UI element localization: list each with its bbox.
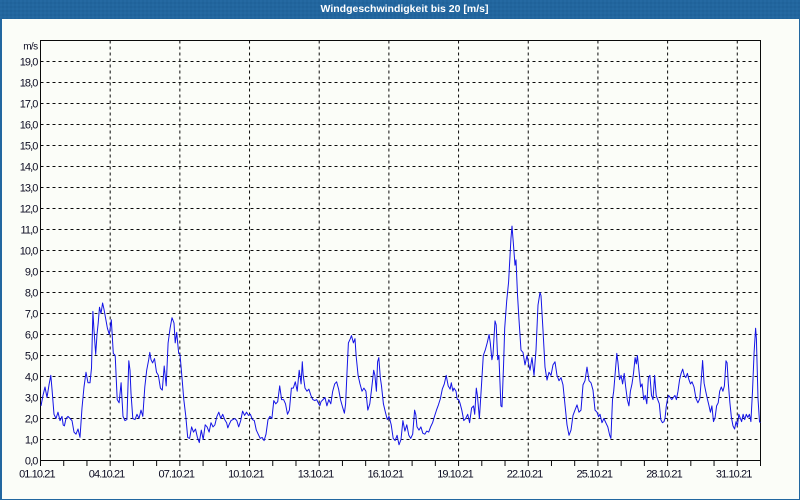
svg-text:19,0: 19,0 bbox=[20, 57, 39, 69]
svg-text:6,0: 6,0 bbox=[25, 330, 38, 342]
svg-text:13,0: 13,0 bbox=[20, 183, 39, 195]
svg-text:5,0: 5,0 bbox=[25, 351, 38, 363]
svg-text:01.10.21: 01.10.21 bbox=[19, 468, 55, 480]
svg-text:10,0: 10,0 bbox=[20, 246, 39, 258]
svg-text:9,0: 9,0 bbox=[25, 267, 38, 279]
svg-text:7,0: 7,0 bbox=[25, 309, 38, 321]
svg-text:0,0: 0,0 bbox=[25, 456, 38, 468]
svg-text:3,0: 3,0 bbox=[25, 393, 38, 405]
svg-text:31.10.21: 31.10.21 bbox=[716, 468, 752, 480]
svg-text:11,0: 11,0 bbox=[21, 225, 39, 237]
svg-text:18,0: 18,0 bbox=[20, 78, 39, 90]
svg-text:28.10.21: 28.10.21 bbox=[646, 468, 682, 480]
svg-text:25.10.21: 25.10.21 bbox=[576, 468, 612, 480]
svg-text:17,0: 17,0 bbox=[20, 99, 39, 111]
svg-text:13.10.21: 13.10.21 bbox=[298, 468, 334, 480]
svg-text:m/s: m/s bbox=[23, 42, 38, 53]
svg-text:2,0: 2,0 bbox=[25, 414, 38, 426]
svg-text:12,0: 12,0 bbox=[20, 204, 39, 216]
svg-text:10.10.21: 10.10.21 bbox=[228, 468, 264, 480]
svg-text:19.10.21: 19.10.21 bbox=[437, 468, 473, 480]
svg-text:04.10.21: 04.10.21 bbox=[89, 468, 125, 480]
svg-text:07.10.21: 07.10.21 bbox=[158, 468, 194, 480]
svg-text:16.10.21: 16.10.21 bbox=[367, 468, 403, 480]
svg-text:16,0: 16,0 bbox=[20, 120, 39, 132]
svg-text:1,0: 1,0 bbox=[25, 435, 38, 447]
svg-text:4,0: 4,0 bbox=[25, 372, 38, 384]
svg-text:22.10.21: 22.10.21 bbox=[507, 468, 543, 480]
svg-text:14,0: 14,0 bbox=[20, 162, 39, 174]
svg-text:15,0: 15,0 bbox=[20, 141, 39, 153]
svg-text:8,0: 8,0 bbox=[25, 288, 38, 300]
